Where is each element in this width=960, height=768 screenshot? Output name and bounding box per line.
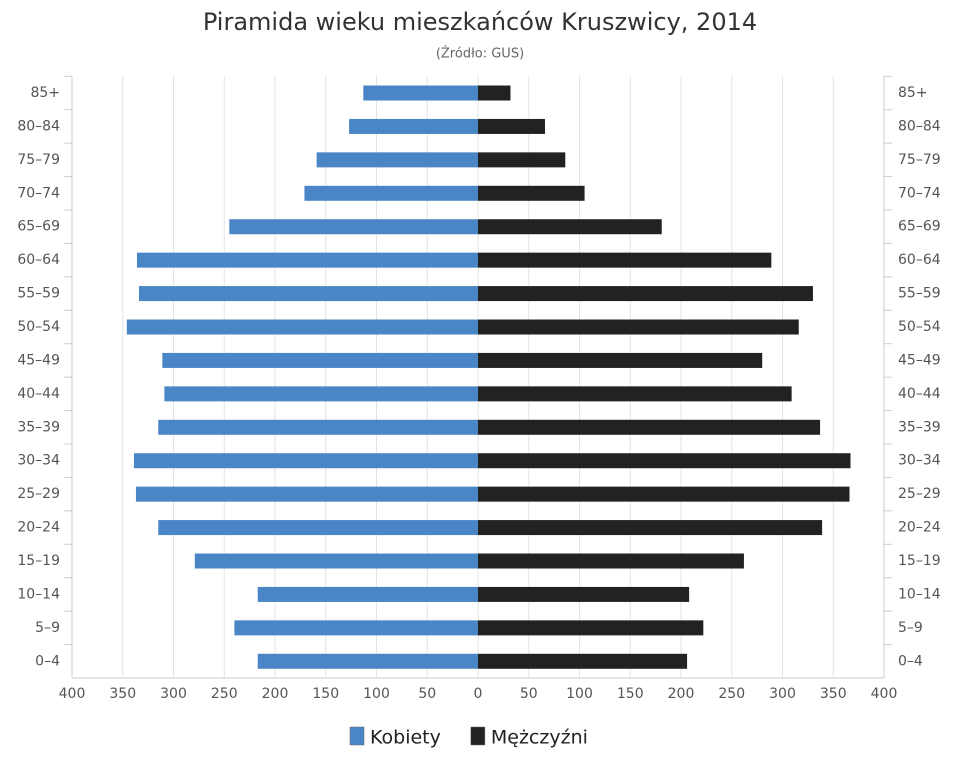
x-tick-label: 400: [59, 686, 86, 702]
y-tick-label: 0–4: [898, 653, 923, 669]
bar: [478, 486, 850, 502]
x-tick-label: 350: [820, 686, 847, 702]
x-tick-label: 150: [312, 686, 339, 702]
bar: [194, 553, 478, 569]
y-tick-label: 50–54: [17, 319, 60, 335]
bar: [257, 586, 478, 602]
chart-title: Piramida wieku mieszkańców Kruszwicy, 20…: [203, 8, 757, 36]
bar: [136, 252, 478, 268]
bar: [229, 219, 478, 235]
x-tick-label: 250: [718, 686, 745, 702]
legend-label: Kobiety: [370, 727, 441, 749]
x-tick-label: 0: [474, 686, 483, 702]
y-tick-label: 45–49: [898, 352, 941, 368]
y-tick-label: 15–19: [17, 553, 60, 569]
y-tick-label: 80–84: [17, 118, 60, 134]
bar: [478, 553, 744, 569]
bar: [478, 386, 792, 402]
bar: [478, 152, 566, 168]
y-tick-label: 65–69: [17, 219, 60, 235]
bar: [234, 620, 478, 636]
bar: [478, 286, 813, 302]
bar: [133, 453, 479, 469]
x-tick-label: 200: [668, 686, 695, 702]
bar: [478, 185, 585, 201]
bar: [135, 486, 478, 502]
x-tick-label: 250: [211, 686, 238, 702]
bar: [138, 286, 479, 302]
bar: [363, 85, 478, 101]
legend-label: Mężczyźni: [491, 727, 588, 749]
y-tick-label: 10–14: [898, 586, 941, 602]
y-tick-label: 40–44: [898, 386, 941, 402]
bar: [478, 252, 772, 268]
bar: [478, 118, 545, 134]
y-tick-label: 5–9: [35, 620, 60, 636]
y-tick-label: 80–84: [898, 118, 941, 134]
bar: [478, 419, 821, 435]
y-tick-label: 70–74: [898, 185, 941, 201]
x-tick-label: 100: [363, 686, 390, 702]
y-tick-label: 25–29: [898, 486, 941, 502]
y-tick-label: 85+: [898, 85, 928, 101]
bar: [478, 586, 690, 602]
y-tick-label: 35–39: [17, 419, 60, 435]
legend-swatch: [470, 726, 486, 746]
bar: [478, 653, 688, 669]
y-tick-label: 85+: [30, 85, 60, 101]
y-tick-label: 0–4: [35, 653, 60, 669]
bar: [349, 118, 478, 134]
bar: [304, 185, 478, 201]
y-tick-label: 10–14: [17, 586, 60, 602]
bar: [158, 419, 478, 435]
x-tick-label: 350: [109, 686, 136, 702]
x-tick-label: 400: [871, 686, 898, 702]
bar: [164, 386, 479, 402]
y-tick-label: 60–64: [17, 252, 60, 268]
y-tick-label: 55–59: [17, 286, 60, 302]
y-tick-label: 70–74: [17, 185, 60, 201]
y-tick-label: 75–79: [898, 152, 941, 168]
bar: [126, 319, 478, 335]
y-tick-label: 60–64: [898, 252, 941, 268]
x-tick-label: 150: [617, 686, 644, 702]
chart-subtitle: (Źródło: GUS): [436, 46, 524, 62]
legend-swatch: [349, 726, 365, 746]
y-tick-label: 5–9: [898, 620, 923, 636]
y-tick-label: 25–29: [17, 486, 60, 502]
bar: [478, 520, 823, 536]
bar: [316, 152, 478, 168]
x-tick-label: 200: [262, 686, 289, 702]
bar: [478, 620, 704, 636]
bar: [478, 319, 799, 335]
x-tick-label: 300: [769, 686, 796, 702]
y-tick-label: 75–79: [17, 152, 60, 168]
bar: [478, 453, 851, 469]
x-tick-label: 300: [160, 686, 187, 702]
bar: [478, 352, 763, 368]
y-tick-label: 20–24: [17, 520, 60, 536]
y-tick-label: 30–34: [17, 453, 60, 469]
y-tick-label: 40–44: [17, 386, 60, 402]
x-tick-label: 100: [566, 686, 593, 702]
bar: [162, 352, 478, 368]
bar: [158, 520, 478, 536]
bar: [478, 219, 662, 235]
x-tick-label: 50: [418, 686, 436, 702]
y-tick-label: 35–39: [898, 419, 941, 435]
x-tick-label: 50: [520, 686, 538, 702]
y-tick-label: 15–19: [898, 553, 941, 569]
bar: [478, 85, 511, 101]
y-tick-label: 55–59: [898, 286, 941, 302]
y-tick-label: 45–49: [17, 352, 60, 368]
y-tick-label: 20–24: [898, 520, 941, 536]
y-tick-label: 65–69: [898, 219, 941, 235]
y-tick-label: 50–54: [898, 319, 941, 335]
y-tick-label: 30–34: [898, 453, 941, 469]
bar: [257, 653, 478, 669]
